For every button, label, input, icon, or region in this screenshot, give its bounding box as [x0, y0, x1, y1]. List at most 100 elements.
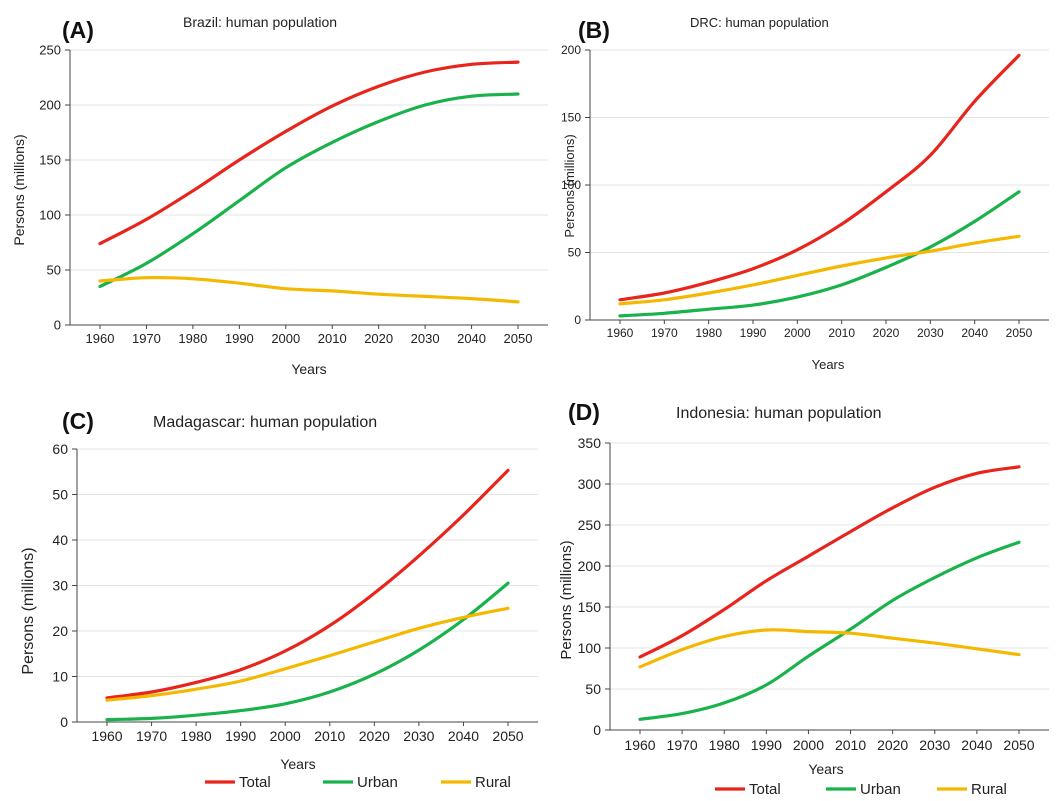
panel-c-x-tick-label: 2020	[359, 728, 390, 744]
legend-label-urban: Urban	[357, 774, 398, 791]
legend-label-urban: Urban	[860, 781, 901, 798]
panel-b-series-urban-line	[618, 190, 1021, 318]
panel-c-series-total-line	[105, 468, 510, 700]
panel-a-x-tick-label: 1980	[178, 331, 207, 346]
panel-d-series-total-line	[638, 465, 1021, 659]
panel-c-label: (C)	[62, 408, 94, 434]
legend-label-total: Total	[239, 774, 271, 791]
panel-d-ylabel: Persons (millions)	[558, 540, 575, 659]
panel-c-x-tick-label: 1990	[225, 728, 256, 744]
panel-b-y-tick-label: 0	[574, 313, 581, 327]
panel-b-series-total-line	[618, 53, 1021, 302]
panel-b-x-tick-label: 1970	[651, 326, 678, 340]
panel-a-y-tick-label: 200	[39, 98, 61, 113]
panel-b-xlabel: Years	[812, 357, 845, 372]
panel-d-x-tick-label: 2040	[961, 737, 992, 753]
panel-d-x-tick-label: 1980	[709, 737, 740, 753]
panel-b-x-tick-label: 2050	[1006, 326, 1033, 340]
panel-a-x-tick-label: 2020	[364, 331, 393, 346]
panel-a-title: Brazil: human population	[183, 14, 337, 30]
panel-b-x-tick-label: 2000	[784, 326, 811, 340]
panel-a-series-total-line	[98, 60, 520, 246]
panel-a-y-tick-label: 100	[39, 208, 61, 223]
panel-a-y-tick-label: 50	[47, 263, 61, 278]
panel-c-x-tick-label: 2040	[448, 728, 479, 744]
panel-d-x-tick-label: 2050	[1003, 737, 1034, 753]
panel-c-y-tick-label: 10	[52, 668, 68, 684]
panel-d-x-tick-label: 2010	[835, 737, 866, 753]
panel-b-x-tick-label: 2010	[828, 326, 855, 340]
panel-c-xlabel: Years	[280, 756, 315, 772]
panel-c-title: Madagascar: human population	[153, 414, 377, 431]
panel-a-x-tick-label: 2040	[457, 331, 486, 346]
panel-c-x-tick-label: 1970	[136, 728, 167, 744]
legend-label-rural: Rural	[971, 781, 1007, 798]
panel-a-y-tick-label: 150	[39, 153, 61, 168]
panel-c-y-tick-label: 40	[52, 532, 68, 548]
panel-c-y-tick-label: 50	[52, 486, 68, 502]
panel-d-y-tick-label: 250	[578, 517, 602, 533]
panel-a-x-tick-label: 1970	[132, 331, 161, 346]
panel-a-y-tick-label: 250	[39, 43, 61, 58]
panel-d-x-tick-label: 1960	[624, 737, 655, 753]
panel-b-y-tick-label: 200	[561, 43, 581, 57]
panel-a-series-urban-line	[98, 92, 520, 289]
panel-a-x-tick-label: 2000	[271, 331, 300, 346]
panel-c-x-tick-label: 2050	[492, 728, 523, 744]
panel-c-x-tick-label: 2030	[403, 728, 434, 744]
panel-a-x-tick-label: 1990	[225, 331, 254, 346]
panel-b-plot: 0 50 100 150 200 1960 1970 1980 1990 2000 2010 2020…	[561, 43, 1049, 340]
panel-d-y-tick-label: 150	[578, 599, 602, 615]
panel-b-x-tick-label: 2020	[873, 326, 900, 340]
panel-a: (A) Brazil: human population Persons (mi…	[11, 14, 548, 377]
panel-d: (D) Indonesia: human population Persons …	[558, 399, 1049, 777]
panel-c-series-rural-line	[105, 606, 510, 702]
panel-c-y-tick-label: 0	[60, 714, 68, 730]
panel-c-y-tick-label: 30	[52, 577, 68, 593]
panel-c-y-tick-label: 20	[52, 623, 68, 639]
panel-b: (B) DRC: human population Persons (milli…	[561, 15, 1049, 372]
panel-b-series-rural-line	[618, 234, 1021, 306]
panel-d-x-tick-label: 2020	[877, 737, 908, 753]
panel-d-label: (D)	[568, 399, 600, 425]
panel-c-x-tick-label: 1960	[91, 728, 122, 744]
legend-panel-d: Total Urban Rural	[715, 781, 1007, 798]
panel-d-plot: 0 50 100 150 200 250 300 350 1960 1970 1980 1990 200…	[578, 435, 1049, 753]
panel-a-plot: 0 50 100 150 200 250 1960 1970 1980 1990 2000 2010 2…	[39, 43, 548, 346]
panel-b-ylabel: Persons (millions)	[562, 134, 577, 237]
panel-d-y-tick-label: 350	[578, 435, 602, 451]
panel-d-series-rural-line	[638, 628, 1021, 669]
panel-d-y-tick-label: 300	[578, 476, 602, 492]
legend-panel-c: Total Urban Rural	[205, 774, 511, 791]
panel-c-series-urban-line	[105, 581, 510, 722]
panel-c-x-tick-label: 2000	[270, 728, 301, 744]
panel-c-y-tick-label: 60	[52, 441, 68, 457]
panel-d-y-tick-label: 0	[593, 722, 601, 738]
panel-b-x-tick-label: 2040	[961, 326, 988, 340]
panel-b-y-tick-label: 50	[568, 246, 582, 260]
panel-b-y-tick-label: 100	[561, 178, 581, 192]
panel-d-series-urban-line	[638, 540, 1021, 721]
panel-d-y-tick-label: 50	[585, 681, 601, 697]
panel-a-label: (A)	[62, 17, 94, 43]
panel-c: (C) Madagascar: human population Persons…	[20, 408, 538, 772]
panel-a-xlabel: Years	[291, 361, 326, 377]
legend-label-rural: Rural	[475, 774, 511, 791]
panel-a-y-tick-label: 0	[54, 318, 61, 333]
panel-c-x-tick-label: 1980	[181, 728, 212, 744]
panel-c-x-tick-label: 2010	[314, 728, 345, 744]
panel-d-y-tick-label: 100	[578, 640, 602, 656]
panel-b-x-tick-label: 1960	[607, 326, 634, 340]
panel-b-y-tick-label: 150	[561, 111, 581, 125]
panel-d-x-tick-label: 2030	[919, 737, 950, 753]
panel-d-x-tick-label: 1990	[751, 737, 782, 753]
panel-a-x-tick-label: 1960	[86, 331, 115, 346]
panel-a-x-tick-label: 2050	[504, 331, 533, 346]
panel-a-x-tick-label: 2030	[411, 331, 440, 346]
panel-d-x-tick-label: 2000	[793, 737, 824, 753]
panel-b-x-tick-label: 1980	[695, 326, 722, 340]
panel-d-y-tick-label: 200	[578, 558, 602, 574]
panel-b-x-tick-label: 2030	[917, 326, 944, 340]
